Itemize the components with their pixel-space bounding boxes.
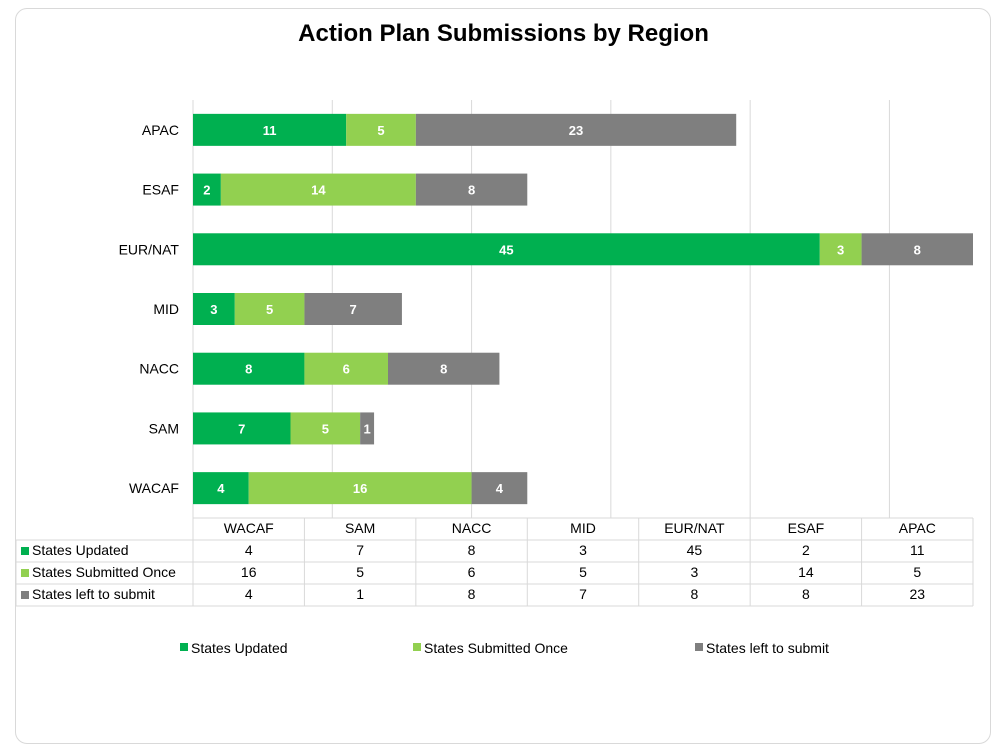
table-cell: 2	[802, 542, 810, 558]
table-cell: 5	[913, 564, 921, 580]
bar-segment	[193, 113, 347, 146]
table-cell: 8	[691, 586, 699, 602]
table-cell: 1	[356, 586, 364, 602]
bar-value-label: 5	[266, 302, 273, 317]
table-cell: 16	[241, 564, 257, 580]
category-label: MID	[153, 301, 179, 317]
table-cell: 7	[579, 586, 587, 602]
table-cell: 5	[579, 564, 587, 580]
table-cell: 3	[579, 542, 587, 558]
bar-value-label: 8	[440, 362, 447, 377]
category-label: NACC	[139, 361, 179, 377]
table-cell: 3	[691, 564, 699, 580]
table-cell: 45	[687, 542, 703, 558]
bar-segment	[861, 233, 973, 266]
legend-swatch	[695, 643, 703, 651]
table-header-cell: MID	[570, 520, 596, 536]
table-header-cell: NACC	[452, 520, 492, 536]
table-cell: 7	[356, 542, 364, 558]
table-row-label: States Updated	[32, 542, 129, 558]
table-cell: 11	[910, 542, 925, 558]
bar-value-label: 6	[343, 362, 350, 377]
bar-segment	[290, 412, 361, 445]
legend-label: States left to submit	[706, 640, 829, 656]
bar-segment	[193, 233, 820, 266]
bar-value-label: 11	[263, 123, 277, 138]
bar-value-label: 7	[238, 421, 245, 436]
table-cell: 4	[245, 542, 253, 558]
bar-segment	[360, 412, 375, 445]
bar-segment	[415, 113, 737, 146]
table-cell: 8	[802, 586, 810, 602]
table-legend-key	[21, 591, 29, 599]
table-legend-key	[21, 547, 29, 555]
bar-segment	[193, 472, 249, 505]
bar-segment	[193, 352, 305, 385]
table-header-cell: ESAF	[788, 520, 825, 536]
category-label: EUR/NAT	[119, 241, 180, 257]
bar-value-label: 8	[245, 362, 252, 377]
category-label: SAM	[149, 420, 179, 436]
bar-value-label: 14	[311, 183, 326, 198]
bar-segment	[304, 293, 402, 325]
bar-segment	[819, 233, 862, 266]
category-label: APAC	[142, 122, 179, 138]
table-legend-key	[21, 569, 29, 577]
bar-value-label: 5	[322, 421, 329, 436]
table-header-cell: WACAF	[224, 520, 274, 536]
legend-label: States Submitted Once	[424, 640, 568, 656]
table-row-label: States left to submit	[32, 586, 155, 602]
bar-segment	[193, 412, 291, 445]
bar-value-label: 3	[837, 242, 844, 257]
bar-value-label: 8	[468, 183, 475, 198]
bar-segment	[220, 173, 416, 206]
bar-value-label: 8	[914, 242, 921, 257]
table-cell: 6	[468, 564, 476, 580]
table-header-cell: SAM	[345, 520, 375, 536]
bar-value-label: 16	[353, 481, 367, 496]
bar-segment	[193, 173, 221, 206]
table-row-label: States Submitted Once	[32, 564, 176, 580]
bar-value-label: 4	[496, 481, 504, 496]
legend-label: States Updated	[191, 640, 288, 656]
bar-segment	[304, 352, 388, 385]
legend-swatch	[180, 643, 188, 651]
legend-swatch	[413, 643, 421, 651]
bar-segment	[234, 293, 305, 325]
bar-value-label: 45	[499, 242, 513, 257]
table-header-cell: EUR/NAT	[664, 520, 725, 536]
chart-title: Action Plan Submissions by Region	[298, 20, 709, 47]
bar-value-label: 7	[350, 302, 357, 317]
table-cell: 5	[356, 564, 364, 580]
category-label: ESAF	[142, 182, 179, 198]
bar-segment	[415, 173, 528, 206]
bar-value-label: 3	[210, 302, 217, 317]
bar-value-label: 23	[569, 123, 583, 138]
table-cell: 8	[468, 586, 476, 602]
category-label: WACAF	[129, 480, 179, 496]
bar-segment	[193, 293, 235, 325]
table-cell: 14	[798, 564, 814, 580]
bar-segment	[471, 472, 528, 505]
table-cell: 8	[468, 542, 476, 558]
table-header-cell: APAC	[899, 520, 936, 536]
bar-value-label: 2	[203, 183, 210, 198]
bar-value-label: 5	[377, 123, 384, 138]
bar-segment	[388, 352, 500, 385]
bar-segment	[248, 472, 472, 505]
bar-segment	[346, 113, 416, 146]
bar-value-label: 1	[363, 421, 370, 436]
table-cell: 4	[245, 586, 253, 602]
bar-value-label: 4	[217, 481, 225, 496]
table-cell: 23	[909, 586, 925, 602]
